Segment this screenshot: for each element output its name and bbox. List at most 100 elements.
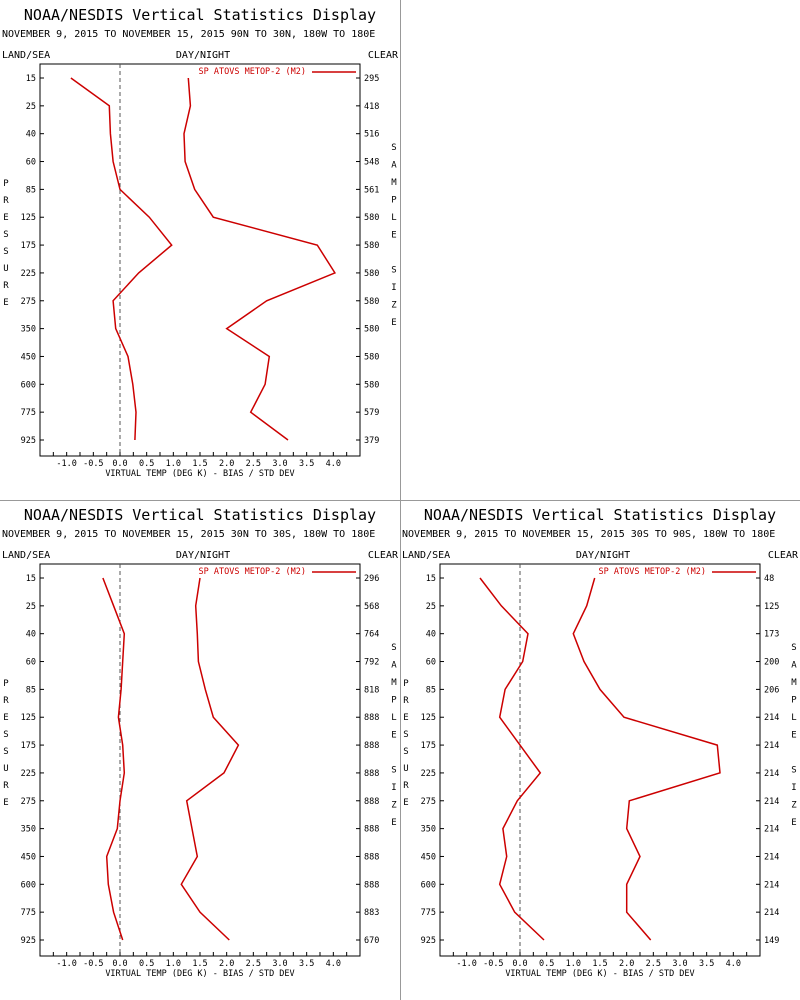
bottom-divider-vertical [400, 500, 401, 1000]
x-tick-label: 2.5 [646, 959, 661, 969]
sample-size-label: 149 [764, 936, 779, 946]
label-land-sea: LAND/SEA [2, 50, 50, 61]
pressure-axis-letter: E [3, 713, 8, 723]
pressure-label: 25 [26, 102, 36, 112]
sample-size-label: 883 [364, 908, 379, 918]
sample-size-axis-letter: E [791, 818, 796, 828]
pressure-axis-letter: S [403, 747, 408, 757]
pressure-label: 350 [21, 325, 36, 335]
pressure-label: 775 [21, 408, 36, 418]
pressure-label: 225 [21, 269, 36, 279]
bias-line [479, 577, 545, 941]
pressure-label: 85 [26, 185, 36, 195]
pressure-label: 175 [21, 741, 36, 751]
pressure-label: 600 [421, 880, 436, 890]
chart-title: NOAA/NESDIS Vertical Statistics Display [24, 6, 376, 24]
sample-size-axis-letter: Z [791, 801, 797, 811]
pressure-label: 60 [26, 158, 36, 168]
sample-size-label: 580 [364, 213, 379, 223]
sample-size-axis-letter: A [791, 661, 797, 671]
pressure-label: 40 [26, 630, 36, 640]
pressure-label: 775 [421, 908, 436, 918]
x-tick-label: 2.0 [619, 959, 634, 969]
pressure-axis-letter: E [3, 298, 8, 308]
chart-subtitle: NOVEMBER 9, 2015 TO NOVEMBER 15, 2015 90… [2, 29, 375, 40]
pressure-axis-letter: E [403, 713, 408, 723]
sample-size-axis-letter: E [391, 231, 396, 241]
sample-size-label: 888 [364, 741, 379, 751]
sample-size-axis-letter: M [391, 178, 397, 188]
x-tick-label: 3.0 [272, 959, 287, 969]
sample-size-label: 764 [364, 630, 379, 640]
x-tick-label: -1.0 [456, 959, 476, 969]
pressure-label: 175 [421, 741, 436, 751]
label-day-night: DAY/NIGHT [576, 550, 630, 561]
x-tick-label: 1.0 [166, 459, 181, 469]
sample-size-label: 125 [764, 602, 779, 612]
sample-size-label: 670 [364, 936, 379, 946]
sample-size-axis-letter: L [391, 713, 396, 723]
chart-title: NOAA/NESDIS Vertical Statistics Display [24, 506, 376, 524]
pressure-axis-letter: S [3, 230, 8, 240]
label-land-sea: LAND/SEA [2, 550, 50, 561]
sample-size-axis-letter: A [391, 161, 397, 171]
sample-size-axis-letter: I [791, 783, 796, 793]
pressure-label: 15 [426, 574, 436, 584]
sample-size-axis-letter: L [791, 713, 796, 723]
pressure-axis-letter: S [3, 747, 8, 757]
label-clear: CLEAR [368, 550, 399, 561]
pressure-label: 15 [26, 74, 36, 84]
sample-size-label: 295 [364, 74, 379, 84]
std-dev-line [572, 577, 721, 941]
pressure-label: 60 [26, 658, 36, 668]
sample-size-label: 792 [364, 658, 379, 668]
x-tick-label: 0.5 [539, 959, 554, 969]
pressure-label: 275 [21, 797, 36, 807]
plot-frame [439, 563, 761, 957]
pressure-label: 350 [421, 825, 436, 835]
sample-size-axis-letter: I [391, 283, 396, 293]
sample-size-axis-letter: S [391, 766, 396, 776]
pressure-axis-letter: S [3, 247, 8, 257]
sample-size-label: 548 [364, 158, 379, 168]
pressure-label: 175 [21, 241, 36, 251]
chart-panel-2: NOAA/NESDIS Vertical Statistics Display N… [0, 500, 400, 1000]
pressure-axis-letter: E [3, 213, 8, 223]
sample-size-axis-letter: E [391, 818, 396, 828]
sample-size-label: 580 [364, 325, 379, 335]
x-tick-label: 3.0 [672, 959, 687, 969]
sample-size-axis-letter: S [391, 266, 396, 276]
sample-size-axis-letter: S [391, 643, 396, 653]
pressure-label: 925 [421, 936, 436, 946]
sample-size-axis-letter: S [791, 643, 796, 653]
pressure-axis-letter: U [3, 764, 8, 774]
pressure-axis-letter: S [3, 730, 8, 740]
pressure-axis-letter: R [3, 781, 9, 791]
sample-size-label: 818 [364, 685, 379, 695]
sample-size-axis-letter: S [791, 766, 796, 776]
pressure-label: 225 [21, 769, 36, 779]
x-tick-label: 1.5 [192, 459, 207, 469]
sample-size-axis-letter: Z [391, 301, 397, 311]
x-tick-label: 4.0 [726, 959, 741, 969]
sample-size-label: 206 [764, 685, 779, 695]
chart-subtitle: NOVEMBER 9, 2015 TO NOVEMBER 15, 2015 30… [402, 529, 775, 540]
sample-size-label: 579 [364, 408, 379, 418]
pressure-axis-letter: U [3, 264, 8, 274]
sample-size-axis-letter: P [791, 696, 797, 706]
x-tick-label: 0.0 [512, 959, 527, 969]
x-tick-label: 4.0 [326, 459, 341, 469]
x-tick-label: 2.5 [246, 959, 261, 969]
legend-label: SP ATOVS METOP-2 (M2) [199, 567, 306, 577]
chart-svg-1: NOAA/NESDIS Vertical Statistics Display N… [2, 6, 399, 479]
sample-size-label: 214 [764, 741, 779, 751]
sample-size-label: 516 [364, 130, 379, 140]
sample-size-label: 214 [764, 713, 779, 723]
label-day-night: DAY/NIGHT [176, 550, 230, 561]
pressure-axis-letter: R [403, 781, 409, 791]
x-tick-label: 0.5 [139, 459, 154, 469]
sample-size-label: 214 [764, 852, 779, 862]
pressure-axis-letter: R [3, 196, 9, 206]
sample-size-axis-letter: I [391, 783, 396, 793]
sample-size-label: 214 [764, 769, 779, 779]
